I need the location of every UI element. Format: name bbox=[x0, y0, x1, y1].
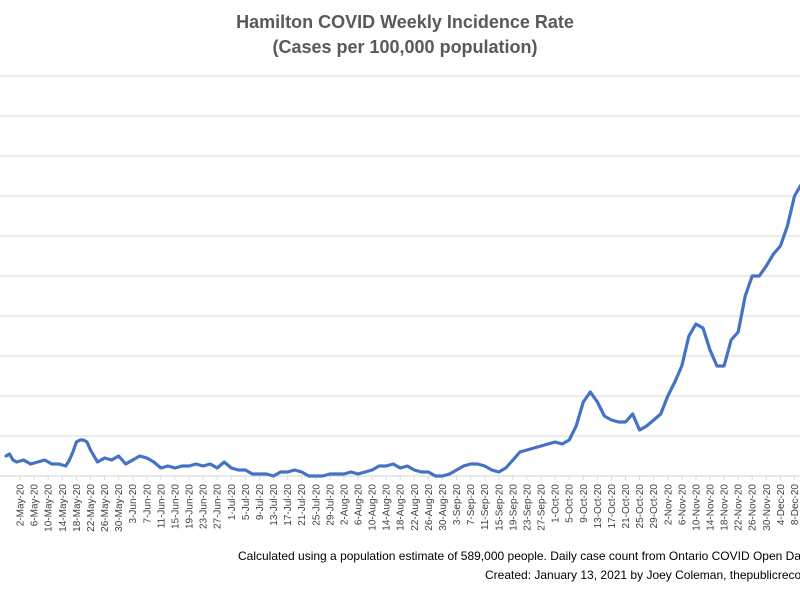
x-tick-label: 29-Oct-20 bbox=[649, 484, 660, 529]
x-tick-label: 10-Aug-20 bbox=[368, 484, 379, 531]
x-tick-label: 1-Oct-20 bbox=[551, 484, 562, 523]
x-tick-label: 4-Dec-20 bbox=[776, 484, 787, 526]
x-tick-label: 2-Nov-20 bbox=[663, 484, 674, 526]
x-axis-tick-labels: 2-May-20 6-May-20 10-May-20 14-May-20 18-May… bbox=[16, 476, 800, 532]
x-tick-label: 29-Jul-20 bbox=[325, 484, 336, 526]
x-tick-label: 11-Jun-20 bbox=[156, 484, 167, 529]
x-tick-label: 22-May-20 bbox=[86, 484, 97, 532]
x-tick-label: 22-Aug-20 bbox=[410, 484, 421, 531]
x-tick-label: 26-Aug-20 bbox=[424, 484, 435, 531]
x-tick-label: 15-Jun-20 bbox=[170, 484, 181, 529]
x-tick-label: 26-May-20 bbox=[100, 484, 111, 532]
series-line-incidence-rate bbox=[4, 183, 800, 478]
x-tick-label: 11-Sep-20 bbox=[480, 484, 491, 530]
x-tick-label: 5-Jul-20 bbox=[241, 484, 252, 521]
x-tick-label: 9-Jul-20 bbox=[255, 484, 266, 521]
x-tick-label: 6-Nov-20 bbox=[677, 484, 688, 526]
x-tick-label: 25-Oct-20 bbox=[635, 484, 646, 529]
x-tick-label: 26-Nov-20 bbox=[748, 484, 759, 531]
x-tick-label: 17-Oct-20 bbox=[607, 484, 618, 529]
x-tick-label: 8-Dec-20 bbox=[790, 484, 800, 526]
x-tick-label: 23-Jun-20 bbox=[199, 484, 210, 529]
x-tick-label: 18-Nov-20 bbox=[720, 484, 731, 531]
x-tick-label: 19-Sep-20 bbox=[508, 484, 519, 531]
x-tick-label: 23-Sep-20 bbox=[522, 484, 533, 531]
x-tick-label: 1-Jul-20 bbox=[227, 484, 238, 521]
x-tick-label: 10-May-20 bbox=[44, 484, 55, 532]
x-tick-label: 18-May-20 bbox=[72, 484, 83, 532]
x-tick-label: 18-Aug-20 bbox=[396, 484, 407, 531]
x-tick-label: 17-Jul-20 bbox=[283, 484, 294, 526]
x-tick-label: 22-Nov-20 bbox=[734, 484, 745, 531]
x-tick-label: 2-Aug-20 bbox=[339, 484, 350, 526]
x-tick-label: 15-Sep-20 bbox=[494, 484, 505, 531]
footnote-data-source: Calculated using a population estimate o… bbox=[238, 549, 800, 563]
x-tick-label: 5-Oct-20 bbox=[565, 484, 576, 523]
chart-title: Hamilton COVID Weekly Incidence Rate bbox=[236, 12, 574, 32]
x-tick-label: 30-May-20 bbox=[114, 484, 125, 532]
x-tick-label: 3-Sep-20 bbox=[452, 484, 463, 526]
x-tick-label: 13-Oct-20 bbox=[593, 484, 604, 529]
x-tick-label: 6-Aug-20 bbox=[354, 484, 365, 526]
x-tick-label: 3-Jun-20 bbox=[128, 484, 139, 524]
x-tick-label: 21-Jul-20 bbox=[297, 484, 308, 526]
x-tick-label: 27-Jun-20 bbox=[213, 484, 224, 529]
x-tick-label: 2-May-20 bbox=[16, 484, 27, 527]
x-tick-label: 7-Jun-20 bbox=[142, 484, 153, 524]
x-tick-label: 30-Nov-20 bbox=[762, 484, 773, 531]
chart-subtitle: (Cases per 100,000 population) bbox=[272, 37, 537, 57]
x-tick-label: 27-Sep-20 bbox=[537, 484, 548, 531]
x-tick-label: 14-Aug-20 bbox=[382, 484, 393, 531]
x-tick-label: 14-May-20 bbox=[58, 484, 69, 532]
footnote-credit: Created: January 13, 2021 by Joey Colema… bbox=[485, 568, 800, 582]
x-tick-label: 10-Nov-20 bbox=[691, 484, 702, 531]
x-tick-label: 7-Sep-20 bbox=[466, 484, 477, 526]
x-tick-label: 30-Aug-20 bbox=[438, 484, 449, 531]
gridlines bbox=[0, 75, 800, 477]
x-tick-label: 25-Jul-20 bbox=[311, 484, 322, 526]
x-tick-label: 6-May-20 bbox=[30, 484, 41, 527]
x-tick-label: 21-Oct-20 bbox=[621, 484, 632, 529]
x-tick-label: 13-Jul-20 bbox=[269, 484, 280, 526]
x-tick-label: 9-Oct-20 bbox=[579, 484, 590, 523]
x-tick-label: 14-Nov-20 bbox=[706, 484, 717, 531]
x-tick-label: 19-Jun-20 bbox=[185, 484, 196, 529]
